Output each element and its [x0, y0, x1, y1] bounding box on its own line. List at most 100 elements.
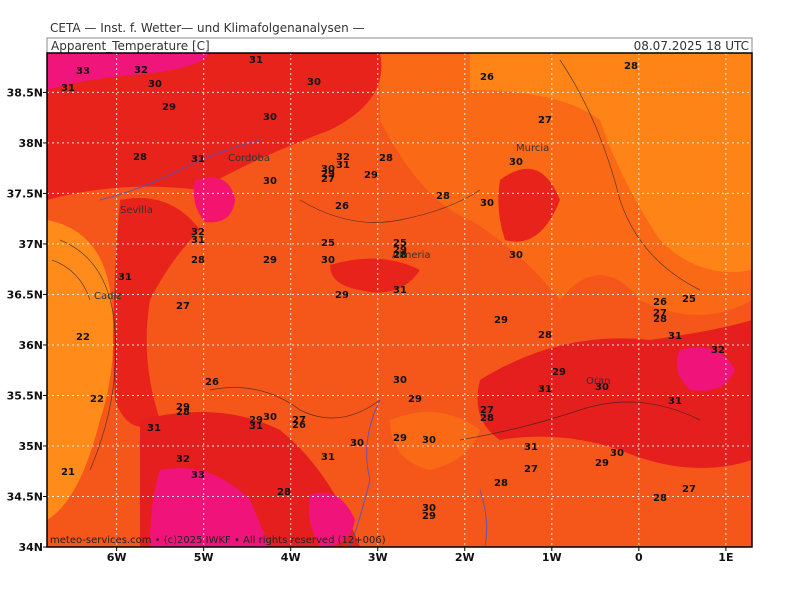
contour-label: 26 [292, 420, 306, 431]
contour-label: 31 [393, 285, 407, 296]
contour-label: 27 [292, 415, 306, 426]
y-tick-label: 34N [18, 541, 43, 554]
x-tick-label: 1E [718, 551, 733, 564]
contour-label: 28 [133, 152, 147, 163]
y-tick-label: 36.5N [7, 288, 43, 301]
valid-time: 08.07.2025 18 UTC [634, 39, 749, 53]
city-name: Cadiz [94, 291, 122, 302]
contour-label: 33 [191, 470, 205, 481]
x-tick-label: 2W [455, 551, 475, 564]
city-name: Cordoba [228, 153, 270, 164]
contour-label: 31 [321, 452, 335, 463]
contour-label: 28 [393, 250, 407, 261]
contour-label: 21 [61, 467, 75, 478]
y-tick-label: 34.5N [7, 490, 43, 503]
contour-label: 29 [595, 458, 609, 469]
contour-label: 27 [538, 115, 552, 126]
contour-label: 26 [335, 201, 349, 212]
y-tick-label: 38N [18, 137, 43, 150]
contour-label: 31 [249, 55, 263, 66]
contour-label: 29 [335, 290, 349, 301]
contour-label: 28 [624, 61, 638, 72]
y-tick-label: 37N [18, 238, 43, 251]
contour-label: 28 [494, 478, 508, 489]
contour-label: 30 [263, 112, 277, 123]
contour-label: 31 [336, 160, 350, 171]
contour-label: 27 [653, 308, 667, 319]
city-name: Murcia [516, 143, 549, 154]
contour-label: 30 [321, 255, 335, 266]
contour-label: 29 [321, 169, 335, 180]
x-tick-label: 0 [635, 551, 643, 564]
contour-label: 30 [480, 198, 494, 209]
city-name: Oran [586, 376, 610, 387]
contour-label: 28 [176, 407, 190, 418]
contour-label: 26 [653, 297, 667, 308]
contour-label: 30 [422, 503, 436, 514]
contour-label: 29 [552, 367, 566, 378]
contour-label: 32 [191, 227, 205, 238]
footer: meteo-services.com • (c)2025 IWKF • All … [50, 535, 386, 546]
contour-label: 27 [480, 405, 494, 416]
contour-label: 29 [263, 255, 277, 266]
contour-label: 28 [191, 255, 205, 266]
contour-label: 30 [509, 250, 523, 261]
contour-label: 28 [436, 191, 450, 202]
contour-label: 29 [422, 511, 436, 522]
contour-label: 29 [162, 102, 176, 113]
contour-label: 28 [653, 314, 667, 325]
contour-label: 27 [321, 174, 335, 185]
x-tick-label: 4W [281, 551, 301, 564]
contour-label: 32 [711, 345, 725, 356]
contour-label: 29 [176, 402, 190, 413]
institute: CETA — Inst. f. Wetter— und Klimafolgena… [50, 21, 365, 35]
contour-label: 31 [249, 421, 263, 432]
y-tick-label: 35.5N [7, 389, 43, 402]
contour-label: 30 [509, 157, 523, 168]
contour-label: 31 [61, 83, 75, 94]
contour-label: 30 [307, 77, 321, 88]
contour-label: 25 [393, 238, 407, 249]
contour-label: 29 [393, 245, 407, 256]
contour-label: 30 [350, 438, 364, 449]
y-tick-label: 36N [18, 339, 43, 352]
title: Apparent_Temperature [C] [51, 39, 210, 53]
y-tick-label: 38.5N [7, 86, 43, 99]
contour-label: 29 [494, 315, 508, 326]
contour-label: 28 [538, 330, 552, 341]
contour-label: 29 [364, 170, 378, 181]
map-frame [46, 52, 753, 548]
x-tick-label: 1W [542, 551, 562, 564]
contour-label: 28 [277, 487, 291, 498]
contour-label: 30 [263, 412, 277, 423]
y-tick-label: 37.5N [7, 187, 43, 200]
city-name: Sevilla [120, 205, 153, 216]
contour-label: 31 [191, 154, 205, 165]
contour-label: 22 [76, 332, 90, 343]
contour-label: 29 [249, 415, 263, 426]
contour-label: 25 [682, 294, 696, 305]
temperature-field [47, 53, 752, 547]
contour-label: 31 [538, 384, 552, 395]
contour-label: 30 [321, 164, 335, 175]
contour-label: 30 [263, 176, 277, 187]
contour-label: 31 [668, 396, 682, 407]
contour-label: 28 [653, 493, 667, 504]
contour-label: 32 [176, 454, 190, 465]
contour-label: 27 [682, 484, 696, 495]
contour-label: 31 [524, 442, 538, 453]
contour-label: 32 [336, 152, 350, 163]
contour-label: 26 [205, 377, 219, 388]
contour-label: 30 [610, 448, 624, 459]
contour-label: 31 [118, 272, 132, 283]
contour-label: 26 [480, 72, 494, 83]
contour-label: 33 [76, 66, 90, 77]
contour-label: 27 [176, 301, 190, 312]
x-tick-label: 3W [368, 551, 388, 564]
contour-label: 27 [524, 464, 538, 475]
contour-label: 31 [147, 423, 161, 434]
contour-label: 22 [90, 394, 104, 405]
contour-label: 30 [422, 435, 436, 446]
